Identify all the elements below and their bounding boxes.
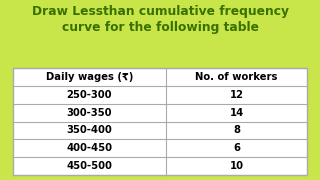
Bar <box>13 68 307 175</box>
Text: Draw Lessthan cumulative frequency
curve for the following table: Draw Lessthan cumulative frequency curve… <box>31 4 289 34</box>
Text: 450-500: 450-500 <box>67 161 112 171</box>
Text: 350-400: 350-400 <box>67 125 112 135</box>
Text: 6: 6 <box>233 143 240 153</box>
Text: 8: 8 <box>233 125 240 135</box>
Text: 300-350: 300-350 <box>67 108 112 118</box>
Text: 250-300: 250-300 <box>67 90 112 100</box>
Text: 12: 12 <box>229 90 244 100</box>
Text: 10: 10 <box>229 161 244 171</box>
Text: No. of workers: No. of workers <box>195 72 278 82</box>
Text: Daily wages (₹): Daily wages (₹) <box>46 72 133 82</box>
Text: 14: 14 <box>229 108 244 118</box>
Text: 400-450: 400-450 <box>66 143 112 153</box>
